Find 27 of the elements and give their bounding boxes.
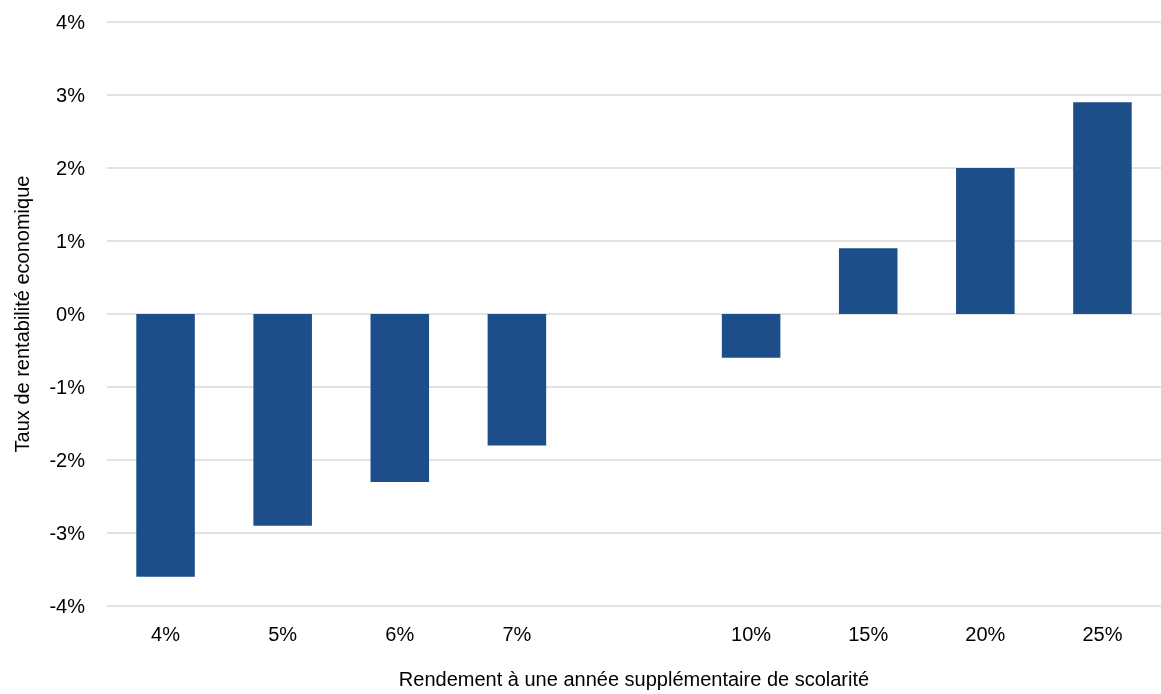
bar (487, 314, 547, 446)
x-tick-label: 10% (731, 623, 772, 645)
y-tick-label: 3% (56, 84, 86, 106)
y-axis-title: Taux de rentabilité economique (11, 175, 33, 453)
bar (838, 248, 898, 314)
x-tick-label: 15% (848, 623, 889, 645)
y-tick-label: -3% (49, 522, 86, 544)
y-tick-label: -1% (49, 376, 86, 398)
x-tick-label: 25% (1082, 623, 1123, 645)
bar (721, 314, 781, 358)
bar (956, 168, 1015, 314)
y-tick-label: 2% (56, 157, 86, 179)
bar (1073, 102, 1132, 314)
y-tick-label: 1% (56, 230, 86, 252)
y-tick-label: -4% (49, 595, 86, 617)
x-tick-label: 4% (151, 623, 181, 645)
y-tick-label: -2% (49, 449, 86, 471)
x-tick-label: 6% (385, 623, 415, 645)
x-axis-title: Rendement à une année supplémentaire de scolarité (398, 668, 870, 690)
x-tick-label: 20% (965, 623, 1006, 645)
bar (370, 314, 430, 482)
x-tick-label: 5% (268, 623, 298, 645)
y-tick-label: 4% (56, 11, 86, 33)
x-tick-label: 7% (502, 623, 532, 645)
bar (136, 314, 195, 577)
y-tick-label: 0% (56, 303, 86, 325)
bar (253, 314, 312, 526)
